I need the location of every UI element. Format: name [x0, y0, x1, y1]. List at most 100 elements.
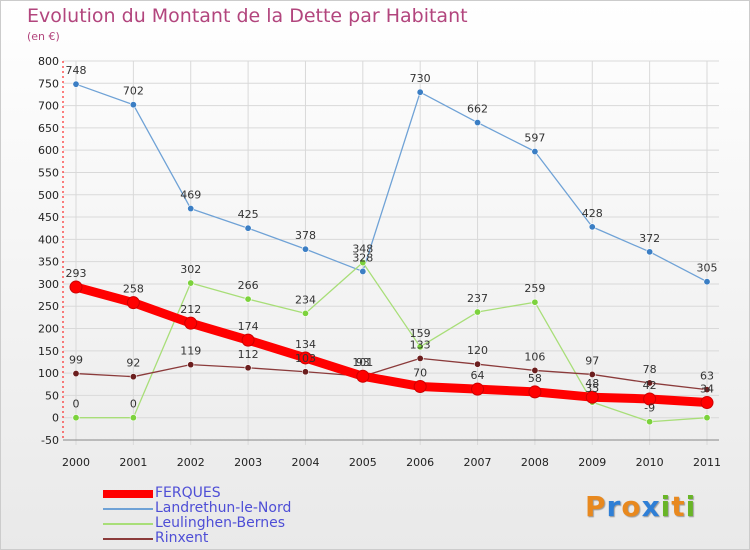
data-label: 174: [238, 320, 259, 333]
series-point-3: [72, 370, 80, 378]
series-point-0: [413, 379, 427, 393]
series-point-3: [416, 354, 424, 362]
data-label: 328: [352, 251, 373, 264]
series-point-1: [416, 88, 424, 96]
series-point-0: [69, 280, 83, 294]
x-tick-label: 2009: [578, 456, 606, 469]
legend-swatch: [103, 490, 153, 498]
series-point-3: [187, 361, 195, 369]
data-label: 78: [643, 363, 657, 376]
series-point-1: [301, 245, 309, 253]
series-point-3: [531, 366, 539, 374]
legend-label: Rinxent: [155, 530, 209, 546]
series-point-2: [474, 308, 482, 316]
series-point-2: [72, 414, 80, 422]
data-label: 0: [130, 398, 137, 411]
legend-label: FERQUES: [155, 485, 221, 501]
data-label: 302: [180, 263, 201, 276]
data-label: 378: [295, 229, 316, 242]
data-label: 428: [582, 207, 603, 220]
series-point-0: [585, 390, 599, 404]
data-label: 48: [585, 377, 599, 390]
data-label: 662: [467, 103, 488, 116]
line-chart: -500501001502002503003504004505005506006…: [38, 55, 721, 469]
data-label: 103: [295, 352, 316, 365]
series-point-0: [471, 382, 485, 396]
series-point-2: [187, 279, 195, 287]
legend-label: Landrethun-le-Nord: [155, 500, 292, 516]
y-tick-label: 150: [38, 345, 59, 358]
data-label: 259: [524, 282, 545, 295]
y-tick-label: 800: [38, 55, 59, 68]
series-point-3: [129, 373, 137, 381]
data-label: -9: [644, 402, 655, 415]
series-point-1: [244, 224, 252, 232]
data-label: 293: [66, 267, 87, 280]
y-tick-label: 0: [52, 412, 59, 425]
data-label: 212: [180, 303, 201, 316]
y-tick-label: -50: [41, 434, 59, 447]
data-label: 63: [700, 370, 714, 383]
data-label: 748: [66, 64, 87, 77]
x-tick-label: 2006: [406, 456, 434, 469]
series-point-1: [531, 148, 539, 156]
legend-swatch: [103, 523, 153, 525]
series-point-1: [72, 80, 80, 88]
data-label: 258: [123, 283, 144, 296]
data-label: 134: [295, 338, 316, 351]
data-label: 35: [585, 382, 599, 395]
data-label: 97: [585, 354, 599, 367]
data-label: 101: [352, 356, 373, 369]
y-tick-label: 200: [38, 323, 59, 336]
x-tick-label: 2011: [693, 456, 721, 469]
y-tick-label: 500: [38, 189, 59, 202]
series-point-3: [244, 364, 252, 372]
y-tick-label: 450: [38, 211, 59, 224]
chart-subtitle: (en €): [27, 30, 60, 43]
legend-swatch: [103, 508, 153, 510]
y-tick-label: 400: [38, 233, 59, 246]
series-point-0: [528, 385, 542, 399]
data-label: 92: [126, 357, 140, 370]
series-point-0: [184, 316, 198, 330]
y-tick-label: 350: [38, 256, 59, 269]
data-label: 64: [471, 369, 485, 382]
series-point-2: [301, 309, 309, 317]
series-point-1: [703, 278, 711, 286]
series-point-1: [588, 223, 596, 231]
series-point-0: [241, 333, 255, 347]
series-point-2: [244, 295, 252, 303]
data-label: 305: [697, 262, 718, 275]
data-label: 159: [410, 327, 431, 340]
x-tick-label: 2003: [234, 456, 262, 469]
y-tick-label: 100: [38, 367, 59, 380]
y-tick-label: 750: [38, 77, 59, 90]
series-point-3: [301, 368, 309, 376]
data-label: 99: [69, 354, 83, 367]
x-tick-label: 2001: [119, 456, 147, 469]
data-label: 0: [73, 398, 80, 411]
series-point-1: [129, 101, 137, 109]
chart-title: Evolution du Montant de la Dette par Hab…: [27, 5, 468, 27]
series-point-1: [474, 119, 482, 127]
data-label: 106: [524, 350, 545, 363]
data-label: 702: [123, 85, 144, 98]
series-point-2: [359, 259, 367, 267]
data-label: 597: [524, 132, 545, 145]
data-label: 266: [238, 279, 259, 292]
series-point-2: [416, 343, 424, 351]
y-tick-label: 300: [38, 278, 59, 291]
series-point-0: [643, 392, 657, 406]
data-label: 42: [643, 379, 657, 392]
data-label: 469: [180, 189, 201, 202]
series-point-1: [646, 248, 654, 256]
series-point-3: [588, 370, 596, 378]
data-label: 237: [467, 292, 488, 305]
series-point-0: [700, 396, 714, 410]
data-label: 348: [352, 243, 373, 256]
series-line-1: [75, 83, 708, 283]
x-tick-label: 2007: [464, 456, 492, 469]
x-tick-label: 2002: [177, 456, 205, 469]
y-tick-label: 250: [38, 300, 59, 313]
series-point-1: [187, 205, 195, 213]
